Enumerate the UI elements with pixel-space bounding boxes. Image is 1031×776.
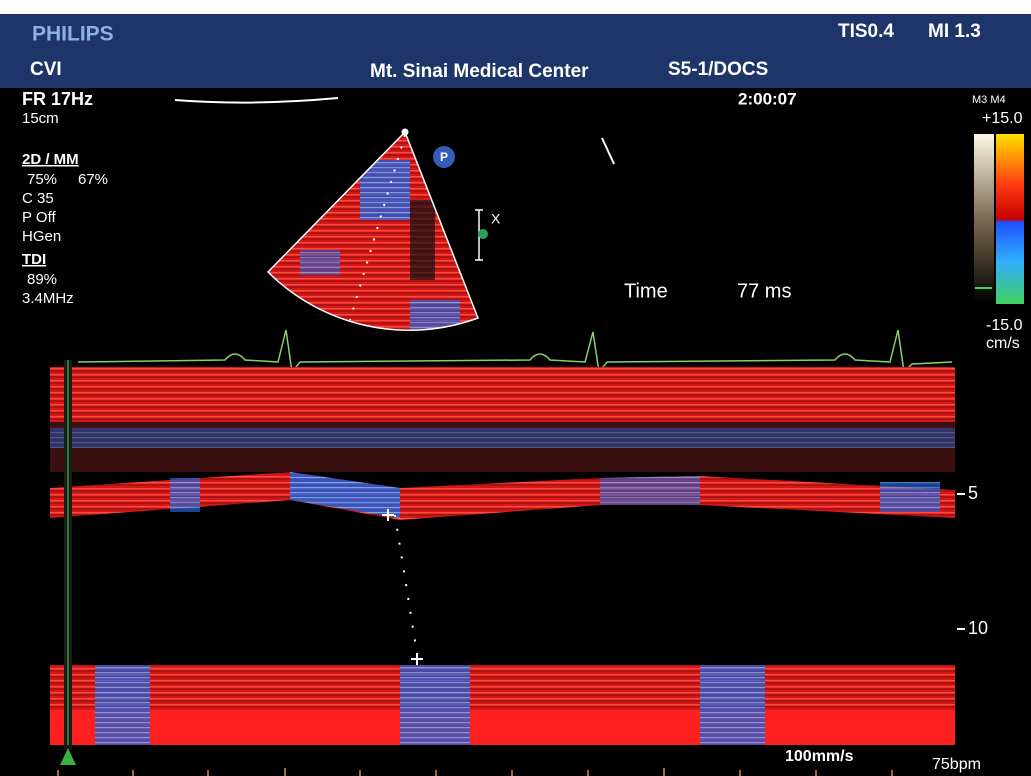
color-bar-modes: M3 M4 — [972, 94, 1006, 106]
focus-dot — [478, 229, 488, 239]
site: Mt. Sinai Medical Center — [370, 61, 589, 82]
tis: TIS0.4 — [838, 21, 894, 42]
cursor-mark: X — [491, 211, 501, 227]
mode-2d: 2D / MM — [22, 151, 79, 168]
brand: PHILIPS — [32, 23, 114, 46]
mi: MI 1.3 — [928, 21, 981, 42]
clock: 2:00:07 — [738, 89, 797, 108]
persistence: P Off — [22, 209, 56, 226]
gain-mm: 67% — [78, 171, 108, 188]
depth-label: 5 — [968, 483, 978, 503]
compression: C 35 — [22, 190, 54, 207]
gain-tdi: 89% — [27, 271, 57, 288]
ultrasound-screen: PHILIPS TIS0.4 MI 1.3 CVI Mt. Sinai Medi… — [0, 0, 1031, 776]
harmonic: HGen — [22, 228, 61, 245]
color-bar-unit: cm/s — [986, 335, 1020, 352]
frame-rate: FR 17Hz — [22, 89, 93, 109]
color-bar-max: +15.0 — [982, 110, 1023, 127]
apex-dot — [402, 129, 409, 136]
color-bar — [996, 134, 1024, 304]
top-margin — [0, 0, 1031, 14]
mode: CVI — [30, 59, 62, 80]
gray-bar — [974, 134, 994, 304]
sector-marker: P — [440, 150, 448, 164]
frequency: 3.4MHz — [22, 290, 74, 307]
sweep-speed: 100mm/s — [785, 748, 854, 765]
depth: 15cm — [22, 110, 59, 127]
color-bar-min: -15.0 — [986, 317, 1023, 334]
gain-2d: 75% — [27, 171, 57, 188]
heart-rate: 75bpm — [932, 756, 981, 773]
measurement-label: Time — [624, 280, 668, 302]
mode-tdi: TDI — [22, 251, 46, 268]
depth-label: 10 — [968, 618, 988, 638]
measurement-value: 77 ms — [737, 280, 791, 302]
probe: S5-1/DOCS — [668, 59, 768, 80]
